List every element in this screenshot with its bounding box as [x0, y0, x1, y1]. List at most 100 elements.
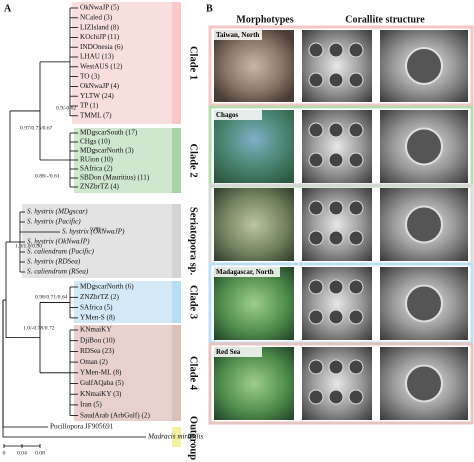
corallite [308, 122, 324, 138]
corallite [328, 230, 344, 246]
support-value: 0.88/-/0.61 [35, 173, 60, 179]
photo-panel: Morphotypes Corallite structure Taiwan, No… [208, 14, 474, 425]
leaf-label: S. hystrix (RDSea) [27, 258, 81, 266]
leaf-label: S. hystrix (Pacific) [27, 218, 81, 226]
leaf-label: S. hystrix (MDgscar) [27, 208, 88, 216]
leaf-label: YMen-S (8) [80, 314, 116, 322]
leaf-label: DjiBou (10) [80, 336, 116, 344]
leaf-label: TMML (7) [80, 111, 112, 119]
clade-label: Clade 1 [188, 46, 199, 80]
leaf-label: KNmaiKY (3) [80, 390, 122, 398]
clade-label: Outgroup [188, 416, 199, 460]
corallite [328, 42, 344, 58]
leaf-label: Madracis mirabilis [147, 433, 204, 441]
morphotype-photo [214, 267, 294, 340]
leaf-label: CHgs (10) [80, 138, 111, 146]
corallite [348, 152, 364, 168]
region-tag [214, 110, 262, 120]
region-tag [214, 30, 262, 40]
leaf-label: Oman (2) [80, 358, 108, 366]
region-tag [214, 267, 280, 277]
support-value: 0.98/0.71/0.64 [35, 294, 68, 300]
corallite [328, 200, 344, 216]
leaf-label: MDgscarNorth (6) [80, 283, 134, 291]
clade-bar [172, 427, 181, 447]
scale-label: 0.08 [35, 450, 45, 456]
morphotype-photo [214, 188, 294, 261]
region-label: Chagos [216, 111, 238, 119]
leaf-label: TP (1) [80, 102, 99, 110]
leaf-label: NCaled (3) [80, 13, 113, 21]
leaf-label: SBDon (Mauritius) (11) [80, 174, 150, 182]
clade-background [74, 281, 172, 323]
corallite [328, 279, 344, 295]
clade-label: Seriatopora sp. [188, 207, 199, 276]
leaf-label: Pocillopora JF905691 [50, 423, 114, 431]
leaf-label: KNmaiKY [80, 326, 112, 334]
leaf-label: S. hystrix (OkNwaJP) [27, 238, 90, 246]
corallite [348, 309, 364, 325]
scale-label: 0.04 [17, 450, 27, 456]
corallite [328, 122, 344, 138]
support-value: 0.97/0.73/0.67 [20, 125, 53, 131]
sem-photo [302, 110, 372, 183]
clade-bar [172, 128, 181, 193]
corallite [328, 152, 344, 168]
corallite [405, 284, 443, 323]
leaf-label: ZNZbrTZ (2) [80, 293, 120, 301]
region-label: Red Sea [216, 348, 241, 356]
corallite [308, 359, 324, 375]
corallite [308, 230, 324, 246]
region-tag [214, 347, 262, 357]
corallite [405, 47, 443, 85]
support-value: 1.0/1.0/0.90 [15, 243, 42, 249]
leaf-label: MDgscarNorth (3) [80, 147, 134, 155]
leaf-label: LIZIsland (8) [80, 23, 120, 31]
leaf-label: YMen-ML (8) [80, 368, 122, 376]
tree: Clade 1 OkNwaJP (5)NCaled (3) LIZIsland (8… [2, 2, 204, 460]
leaf-label: WestAUS (12) [80, 62, 123, 70]
leaf-label: YLTW (24) [80, 92, 114, 100]
corallite [348, 279, 364, 295]
leaf-label: S. caliendrum (RSea) [27, 268, 89, 276]
leaf-label: RDSea (23) [80, 347, 115, 355]
leaf-label: OkNwaJP (5) [80, 4, 120, 12]
corallite [348, 200, 364, 216]
leaf-label: ZNZbrTZ (4) [80, 183, 120, 191]
corallite [308, 389, 324, 405]
region-label: Madagascar, North [216, 268, 274, 276]
leaf-label: SAfrica (5) [80, 303, 113, 311]
leaf-label: INDOnesia (6) [80, 43, 124, 51]
leaf-label: S. hystrix (OkNwaJP) [62, 228, 125, 236]
leaf-label: OkNwaJP (4) [80, 82, 120, 90]
scale-label: 0 [3, 450, 6, 456]
morphotype-photo [214, 30, 294, 102]
clade-bar [172, 2, 181, 124]
sem-photo [302, 188, 372, 261]
leaf-label: GulfAQaba (5) [80, 379, 124, 387]
corallite [308, 42, 324, 58]
column-header: Morphotypes [236, 14, 293, 25]
clade-bar [172, 281, 181, 323]
clade-background [74, 325, 172, 421]
corallite [328, 359, 344, 375]
region-label: Taiwan, North [216, 31, 259, 39]
clade-background [74, 128, 172, 193]
clade-label: Clade 4 [188, 356, 199, 391]
clade-background [72, 2, 172, 124]
column-header: Corallite structure [345, 14, 425, 25]
corallite [308, 279, 324, 295]
corallite [348, 359, 364, 375]
corallite [308, 72, 324, 88]
panel-label: A [4, 3, 12, 14]
corallite [405, 127, 443, 166]
clade-label: Clade 2 [188, 143, 199, 177]
corallite [405, 205, 443, 244]
corallite [328, 309, 344, 325]
corallite [348, 42, 364, 58]
corallite [348, 389, 364, 405]
corallite [308, 152, 324, 168]
leaf-label: SAfrica (2) [80, 165, 113, 173]
clade-background [22, 204, 172, 278]
sem-photo [302, 30, 372, 102]
